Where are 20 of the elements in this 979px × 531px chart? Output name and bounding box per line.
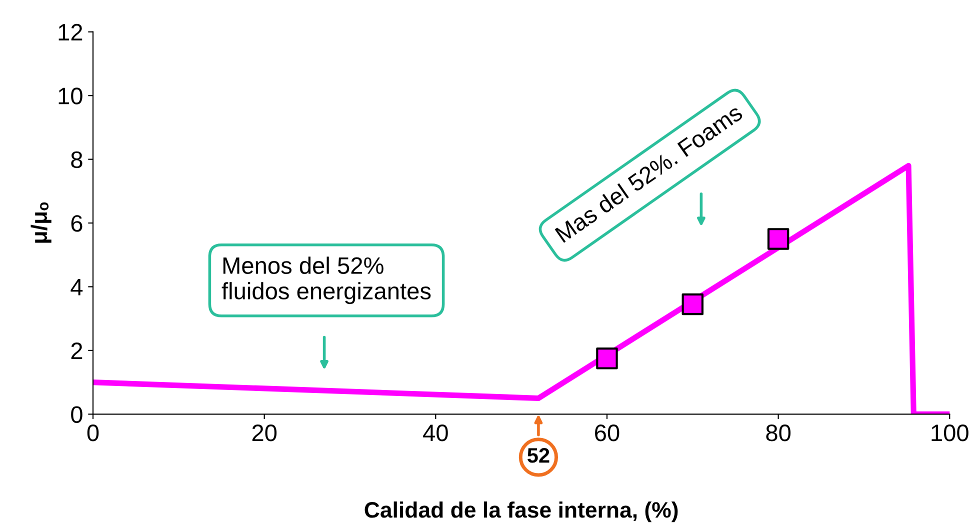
y-tick-label: 0 [71, 406, 82, 423]
point [682, 293, 704, 316]
y-tick-label: 2 [71, 342, 82, 360]
y-tick-label: 8 [71, 151, 82, 168]
annotation: Menos del 52% fluidos energizantes [222, 256, 431, 304]
point [767, 228, 790, 250]
x-tick-label: 60 [595, 424, 620, 442]
x-tick-label: 100 [932, 424, 968, 442]
x-tick-label: 0 [87, 424, 99, 442]
x-tick-label: 80 [766, 424, 791, 442]
x-tick-label: 20 [252, 424, 277, 442]
y-axis-title: μ/μₒ [30, 202, 52, 243]
y-tick-label: 6 [71, 215, 82, 232]
x-tick-label: 40 [423, 424, 448, 442]
x-axis-title: Calidad de la fase interna, (%) [364, 501, 678, 522]
text: 52 [528, 448, 550, 463]
point [596, 348, 618, 370]
y-tick-label: 4 [70, 279, 83, 296]
y-tick-label: 12 [58, 24, 82, 40]
y-tick-label: 10 [58, 88, 82, 104]
